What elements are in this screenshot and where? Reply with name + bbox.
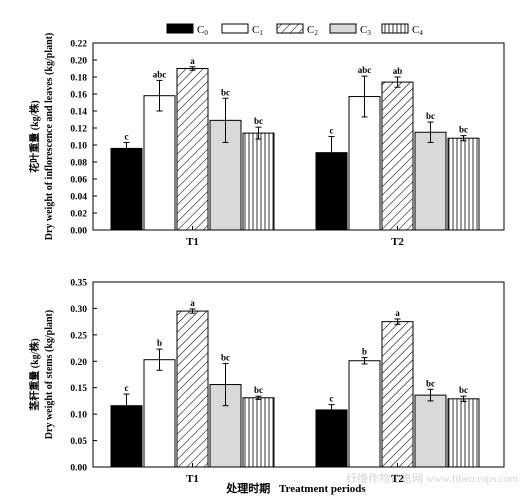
significance-letter: ab (393, 66, 403, 76)
legend-label-c3: C3 (360, 24, 371, 37)
legend: C0 C1 C2 C3 C4 (166, 23, 423, 37)
y-tick-label: 0.35 (70, 279, 87, 289)
y-tick-label: 0.04 (70, 193, 87, 203)
bar-T1-c4 (242, 397, 275, 468)
legend-label-sub: 2 (314, 29, 318, 37)
legend-label-sub: 3 (367, 29, 371, 37)
y-tick-label: 0.18 (70, 74, 87, 84)
chart-panel-stems: 0.00 0.05 0.10 0.15 0.20 0.25 0.30 0.35 Dry weig… (28, 279, 505, 485)
y-tick-label: 0.00 (70, 464, 87, 474)
y-tick-label: 0.14 (70, 108, 87, 118)
significance-letter: a (395, 308, 400, 318)
bar-T2-c2 (381, 321, 414, 468)
legend-swatch-c1 (221, 23, 249, 34)
x-tick-label-T2: T2 (391, 473, 404, 485)
bar-T1-c1 (143, 359, 176, 468)
legend-swatch-c3 (329, 23, 357, 34)
y-tick-label: 0.20 (70, 57, 87, 67)
x-tick-label-T1: T1 (186, 236, 199, 248)
y-axis-label: Dry weight of stems (kg/plant) (44, 310, 55, 439)
bar-T2-c1 (348, 360, 381, 468)
bar-T1-c2 (176, 68, 209, 231)
bar-T1-c0 (110, 147, 143, 231)
significance-letter: b (362, 347, 367, 357)
legend-swatch-c0 (166, 23, 194, 34)
y-tick-label: 0.10 (70, 142, 87, 152)
bar-T1-c2 (176, 310, 209, 468)
legend-swatch-c2 (276, 23, 304, 34)
legend-label-c2: C2 (307, 24, 318, 37)
legend-label-c1: C1 (252, 24, 263, 37)
significance-letter: a (190, 56, 195, 66)
y-tick-label: 0.10 (70, 411, 87, 421)
y-axis-label-cn: 花叶重量 (kg/株) (28, 100, 41, 173)
legend-label-sub: 4 (419, 29, 423, 37)
y-tick-label: 0.02 (70, 210, 87, 220)
legend-label-c4: C4 (412, 24, 423, 37)
y-tick-label: 0.12 (70, 125, 87, 135)
chart-panel-inflorescence-leaves: 0.00 0.02 0.04 0.06 0.08 0.10 0.12 0.14 0.16 0.18… (28, 33, 505, 248)
y-tick-label: 0.00 (70, 227, 87, 237)
y-tick-label: 0.05 (70, 437, 87, 447)
x-tick-label-T2: T2 (391, 236, 404, 248)
significance-letter: abc (358, 65, 372, 75)
significance-letter: abc (153, 69, 167, 79)
significance-letter: bc (459, 125, 468, 135)
y-tick-label: 0.08 (70, 159, 87, 169)
y-axis-label-cn: 茎秆重量 (kg/株) (28, 338, 41, 411)
plot-frame (92, 281, 505, 468)
significance-letter: b (157, 338, 162, 348)
bar-T2-c3 (414, 394, 447, 468)
watermark: 纤维作物信息网 www.fibercrops.com (346, 471, 518, 485)
legend-label-c0: C0 (197, 24, 208, 37)
y-tick-label: 0.30 (70, 305, 87, 315)
significance-letter: bc (426, 378, 435, 388)
x-axis-label-cn: 处理时期 (225, 481, 270, 495)
bar-T2-c0 (315, 409, 348, 468)
bar-T2-c4 (447, 398, 480, 468)
bar-T1-c4 (242, 132, 275, 231)
significance-letter: c (330, 394, 334, 404)
y-tick-label: 0.16 (70, 91, 87, 101)
significance-letter: bc (254, 385, 263, 395)
legend-label-sub: 1 (259, 29, 263, 37)
y-tick-label: 0.20 (70, 358, 87, 368)
significance-letter: bc (254, 116, 263, 126)
significance-letter: c (330, 126, 334, 136)
bar-T2-c4 (447, 137, 480, 231)
significance-letter: c (125, 383, 129, 393)
plot-frame (92, 42, 505, 231)
legend-swatch-c4 (381, 23, 409, 34)
significance-letter: bc (426, 111, 435, 121)
x-tick-label-T1: T1 (186, 473, 199, 485)
significance-letter: c (125, 131, 129, 141)
bar-T2-c2 (381, 81, 414, 231)
legend-label-sub: 0 (204, 29, 208, 37)
bar-T1-c1 (143, 95, 176, 231)
significance-letter: a (190, 298, 195, 308)
bar-T2-c3 (414, 131, 447, 231)
y-tick-label: 0.25 (70, 331, 87, 341)
y-tick-label: 0.22 (70, 40, 87, 50)
significance-letter: bc (459, 385, 468, 395)
x-axis-label: 处理时期 Treatment periods (225, 481, 366, 495)
significance-letter: bc (221, 87, 230, 97)
y-axis-label: Dry weight of inflorescence and leaves (… (44, 33, 55, 241)
y-tick-label: 0.06 (70, 176, 87, 186)
y-tick-label: 0.15 (70, 384, 87, 394)
significance-letter: bc (221, 352, 230, 362)
x-axis-label-en: Treatment periods (279, 483, 366, 495)
